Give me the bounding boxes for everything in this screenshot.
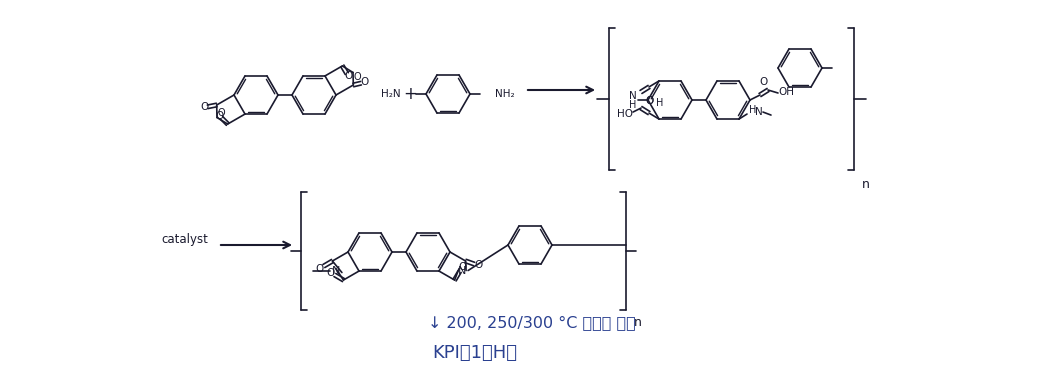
Text: ↓ 200, 250/300 °C 열처리 공정: ↓ 200, 250/300 °C 열처리 공정 [428,315,636,331]
Text: O: O [326,268,335,277]
Text: catalyst: catalyst [162,232,208,246]
Text: N: N [332,265,340,275]
Text: N: N [629,91,637,101]
Text: O: O [316,263,324,274]
Text: O: O [344,71,353,81]
Text: HO: HO [617,109,632,119]
Text: O: O [360,77,369,87]
Text: H: H [656,98,663,108]
Text: N: N [755,107,763,117]
Text: O: O [215,111,223,121]
Text: OH: OH [778,87,794,97]
Text: O: O [217,107,224,118]
Text: O: O [645,96,653,106]
Text: n: n [862,178,870,191]
Text: O: O [474,260,483,270]
Text: O: O [353,73,360,83]
Text: H₂N: H₂N [382,89,401,99]
Text: NH₂: NH₂ [495,89,514,99]
Text: H: H [749,105,757,115]
Text: O: O [201,102,208,113]
Text: +: + [403,85,417,103]
Text: O: O [760,77,769,87]
Text: H: H [629,100,637,110]
Text: N: N [458,265,467,275]
Text: KPI－1（H）: KPI－1（H） [433,344,518,362]
Text: n: n [634,316,642,329]
Text: O: O [458,262,467,272]
Text: O: O [645,96,653,106]
